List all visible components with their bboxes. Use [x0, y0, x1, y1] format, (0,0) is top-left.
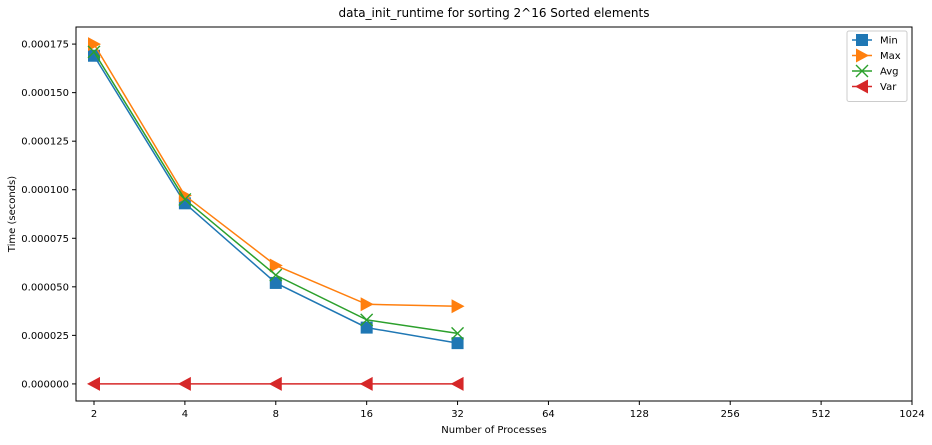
data-point-avg	[451, 326, 465, 340]
data-point-var	[87, 376, 100, 391]
axes-layer: 2 4 8 16 32 64 128 256 512 1024 0.000000 0.000025 0.…	[21, 40, 924, 420]
y-tick-label: 0.000000	[21, 379, 69, 390]
x-tick-label: 2	[91, 409, 97, 420]
legend-label-max: Max	[880, 51, 901, 62]
data-point-avg	[178, 192, 192, 206]
x-axis-label: Number of Processes	[441, 425, 546, 436]
y-tick-label: 0.000075	[21, 234, 69, 245]
x-tick-label: 64	[542, 409, 555, 420]
x-tick-label: 512	[812, 409, 831, 420]
data-point-var	[177, 376, 191, 391]
legend-marker-min	[856, 34, 868, 46]
series-avg	[87, 45, 465, 340]
x-tick-label: 128	[630, 409, 649, 420]
y-tick-label: 0.000100	[21, 185, 69, 196]
data-point-avg	[360, 313, 374, 327]
x-tick-label: 32	[451, 409, 464, 420]
legend-marker-var	[855, 79, 868, 94]
data-point-max	[360, 297, 374, 312]
plot-background	[76, 27, 912, 401]
data-point-max	[88, 37, 101, 52]
y-tick-label: 0.000025	[21, 331, 69, 342]
series-min	[88, 49, 464, 350]
plot-frame	[75, 26, 913, 402]
y-tick-label: 0.000125	[21, 137, 69, 148]
data-point-max	[178, 188, 192, 203]
x-tick-label: 256	[721, 409, 740, 420]
data-point-min	[360, 321, 373, 334]
y-axis-label: Time (seconds)	[7, 176, 18, 253]
data-point-var	[268, 376, 282, 391]
legend: Min Max Avg Var	[846, 30, 908, 102]
series-max	[88, 37, 465, 314]
legend-label-min: Min	[880, 36, 898, 47]
legend-marker-avg	[855, 64, 869, 78]
legend-label-avg: Avg	[880, 67, 899, 78]
x-tick-label: 16	[360, 409, 373, 420]
data-point-var	[359, 376, 373, 391]
chart-title: data_init_runtime for sorting 2^16 Sorte…	[339, 6, 650, 20]
legend-marker-max	[856, 48, 869, 63]
x-tick-label: 4	[182, 409, 188, 420]
x-tick-label: 1024	[899, 409, 924, 420]
x-tick-label: 8	[273, 409, 279, 420]
data-point-max	[451, 299, 465, 314]
data-point-avg	[269, 268, 283, 282]
legend-label-var: Var	[880, 82, 897, 93]
data-point-var	[450, 376, 464, 391]
y-tick-label: 0.000150	[21, 88, 69, 99]
data-point-max	[269, 258, 283, 273]
data-point-avg	[87, 45, 101, 59]
data-point-min	[451, 337, 464, 350]
data-layer	[87, 37, 465, 391]
series-var	[87, 376, 464, 391]
y-tick-label: 0.000050	[21, 282, 69, 293]
y-tick-label: 0.000175	[21, 40, 69, 51]
data-point-min	[269, 276, 282, 289]
data-point-min	[88, 49, 100, 62]
